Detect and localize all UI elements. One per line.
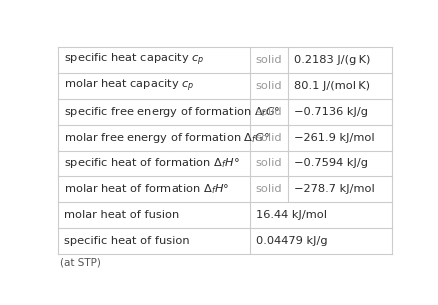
Text: molar heat of fusion: molar heat of fusion [64, 210, 179, 220]
Text: specific free energy of formation $\Delta_f G°$: specific free energy of formation $\Delt… [64, 105, 280, 119]
Text: molar heat of formation $\Delta_f H°$: molar heat of formation $\Delta_f H°$ [64, 182, 230, 196]
Text: −0.7136 kJ/g: −0.7136 kJ/g [294, 107, 367, 117]
Text: specific heat of formation $\Delta_f H°$: specific heat of formation $\Delta_f H°$ [64, 156, 240, 170]
Text: specific heat capacity $c_p$: specific heat capacity $c_p$ [64, 52, 205, 68]
Text: solid: solid [255, 55, 282, 65]
Text: solid: solid [255, 133, 282, 142]
Text: −278.7 kJ/mol: −278.7 kJ/mol [294, 184, 374, 194]
Text: solid: solid [255, 158, 282, 168]
Text: 16.44 kJ/mol: 16.44 kJ/mol [255, 210, 326, 220]
Text: 80.1 J/(mol K): 80.1 J/(mol K) [294, 81, 370, 91]
Text: solid: solid [255, 81, 282, 91]
Text: specific heat of fusion: specific heat of fusion [64, 236, 190, 246]
Text: −261.9 kJ/mol: −261.9 kJ/mol [294, 133, 374, 142]
Text: molar heat capacity $c_p$: molar heat capacity $c_p$ [64, 78, 194, 94]
Text: solid: solid [255, 184, 282, 194]
Text: 0.04479 kJ/g: 0.04479 kJ/g [255, 236, 327, 246]
Text: −0.7594 kJ/g: −0.7594 kJ/g [294, 158, 367, 168]
Text: solid: solid [255, 107, 282, 117]
Text: 0.2183 J/(g K): 0.2183 J/(g K) [294, 55, 370, 65]
Text: (at STP): (at STP) [60, 257, 101, 267]
Text: molar free energy of formation $\Delta_f G°$: molar free energy of formation $\Delta_f… [64, 131, 270, 145]
